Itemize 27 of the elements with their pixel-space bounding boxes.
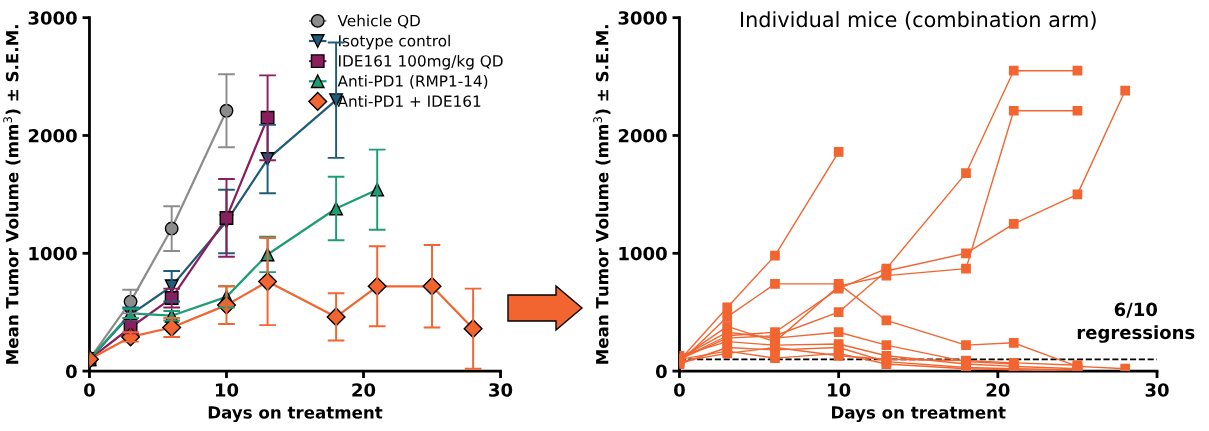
x-tick-label: 30 xyxy=(489,383,513,397)
legend-label: Isotype control xyxy=(339,34,450,50)
x-tick-label: 20 xyxy=(352,383,376,397)
legend-label: Anti-PD1 + IDE161 xyxy=(337,95,481,107)
y-axis-title: Mean Tumor Volume (mm$^{3}$) ± S.E.M. xyxy=(593,25,611,364)
x-tick-label: 10 xyxy=(215,383,239,397)
x-tick-label: 10 xyxy=(828,383,851,397)
y-tick-label: 3000 xyxy=(618,11,667,25)
x-tick-label: 30 xyxy=(1145,383,1169,397)
x-axis-title: Days on treatment xyxy=(208,406,383,423)
y-tick-label: 1000 xyxy=(619,246,667,261)
x-tick-label: 0 xyxy=(84,383,95,397)
y-tick-label: 1000 xyxy=(29,246,77,261)
x-tick-label: 0 xyxy=(674,383,685,397)
y-tick-label: 2000 xyxy=(28,128,77,143)
y-tick-label: 2000 xyxy=(618,128,667,143)
chart-title: Individual mice (combination arm) xyxy=(740,11,1096,30)
y-axis-title: Mean Tumor Volume (mm$^{3}$) ± S.E.M. xyxy=(3,25,21,364)
legend-label: Vehicle QD xyxy=(337,14,420,29)
legend-label: Anti-PD1 (RMP1-14) xyxy=(337,75,488,89)
y-tick-label: 0 xyxy=(65,364,77,379)
y-tick-label: 0 xyxy=(655,364,667,379)
x-tick-label: 20 xyxy=(986,383,1010,397)
annotation: 6/10 regressions xyxy=(1077,302,1195,343)
y-tick-label: 3000 xyxy=(28,11,77,25)
legend-label: IDE161 100mg/kg QD xyxy=(339,54,503,70)
x-axis-title: Days on treatment xyxy=(832,406,1006,423)
